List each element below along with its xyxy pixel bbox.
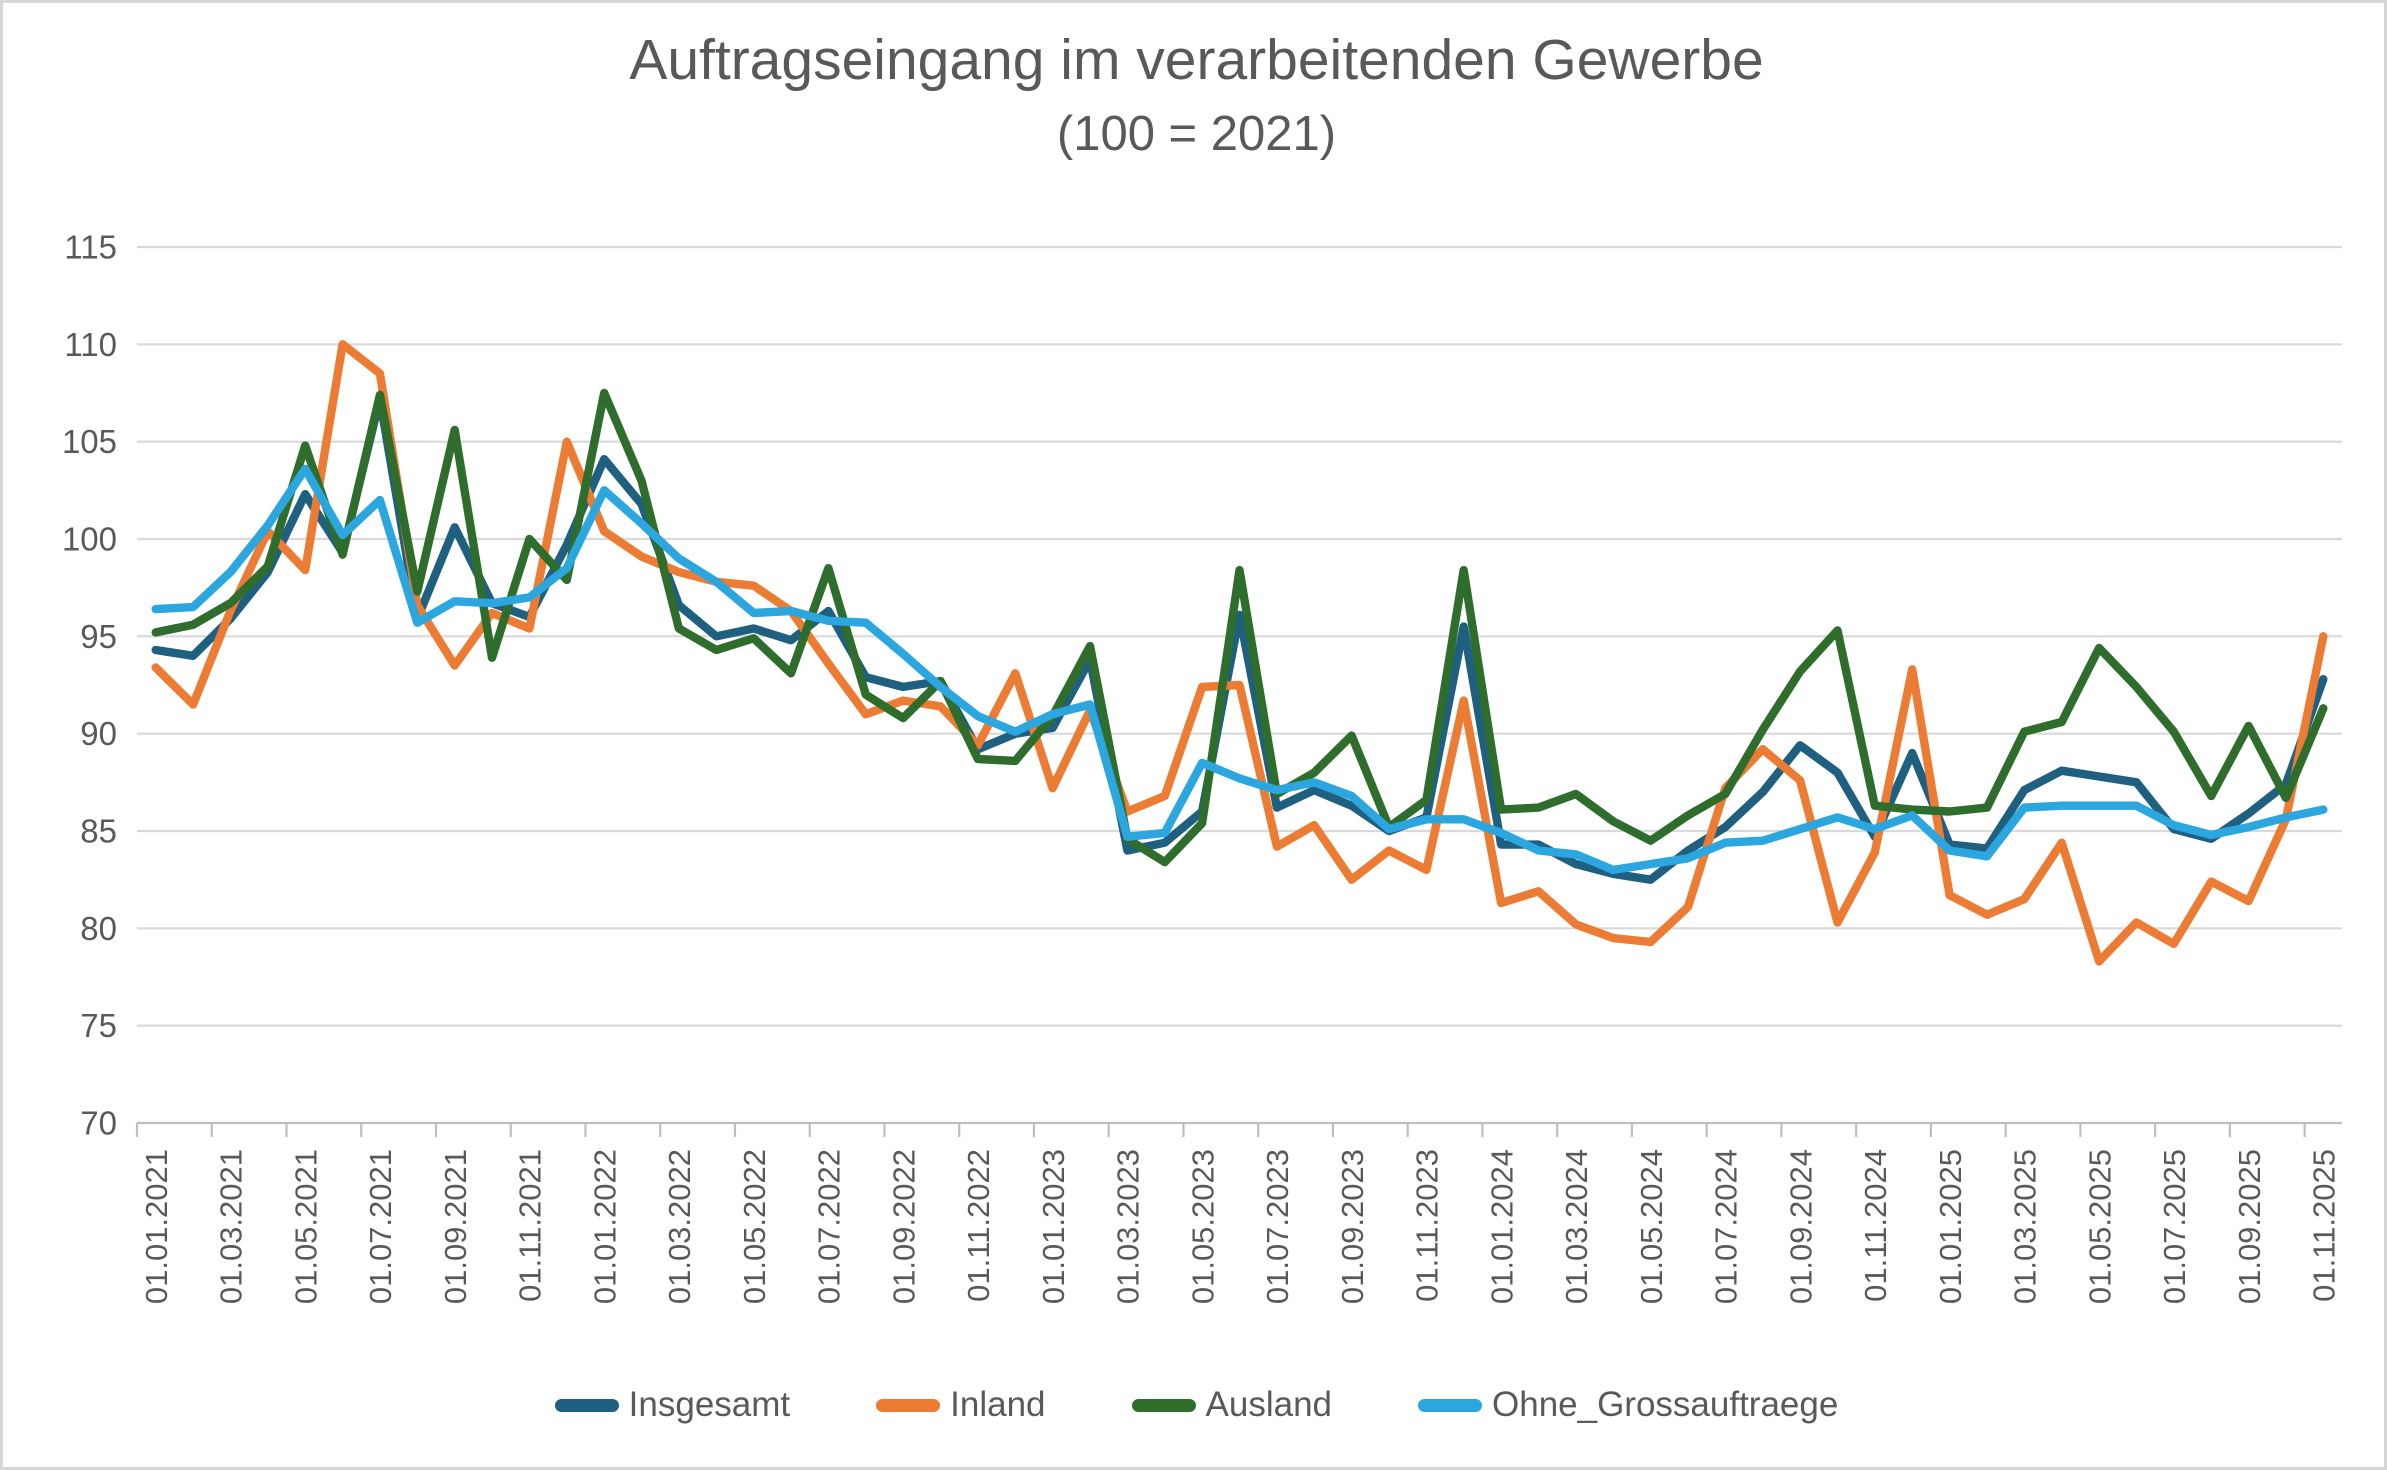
x-axis-tick-label: 01.11.2024	[1858, 1149, 1893, 1302]
legend-item-ohne-grossauftraege[interactable]: Ohne_Grossauftraege	[1418, 1385, 1838, 1425]
y-axis-tick-label: 70	[80, 1105, 117, 1142]
x-axis-tick-label: 01.11.2022	[961, 1149, 996, 1302]
legend-label-inland: Inland	[950, 1385, 1046, 1424]
y-axis-tick-label: 85	[80, 813, 117, 850]
x-axis-tick-label: 01.03.2022	[662, 1149, 697, 1304]
x-axis-tick-label: 01.05.2022	[737, 1149, 772, 1304]
y-axis-tick-label: 105	[62, 423, 117, 460]
x-axis-tick-label: 01.01.2024	[1484, 1149, 1519, 1304]
x-axis-tick-label: 01.05.2024	[1634, 1149, 1669, 1304]
x-axis-tick-label: 01.07.2025	[2157, 1149, 2192, 1304]
chart-subtitle: (100 = 2021)	[1056, 107, 1337, 162]
x-axis-tick-label: 01.01.2025	[1933, 1149, 1968, 1304]
x-axis-tick-label: 01.03.2021	[214, 1149, 249, 1304]
legend-marker-insgesamt	[554, 1398, 619, 1412]
series-line-ohne_grossauftraege	[151, 464, 2328, 875]
x-axis-tick-label: 01.01.2021	[139, 1149, 174, 1304]
legend-label-ohne-grossauftraege: Ohne_Grossauftraege	[1492, 1385, 1839, 1424]
x-axis-tick-label: 01.11.2025	[2307, 1149, 2342, 1302]
y-axis-tick-label: 100	[62, 521, 117, 558]
y-axis-tick-label: 110	[64, 326, 117, 363]
series-line-ausland	[151, 388, 2328, 867]
legend-item-insgesamt[interactable]: Insgesamt	[554, 1385, 791, 1425]
legend-marker-ohne-grossauftraege	[1418, 1398, 1482, 1412]
x-axis-tick-label: 01.11.2021	[513, 1149, 548, 1302]
series-line-inland	[151, 340, 2328, 966]
legend-marker-inland	[876, 1398, 941, 1412]
x-axis-tick-label: 01.07.2021	[363, 1149, 398, 1304]
y-axis-tick-label: 80	[80, 910, 117, 947]
legend-label-ausland: Ausland	[1205, 1385, 1332, 1424]
legend-marker-ausland	[1131, 1398, 1196, 1412]
chart-legend: Insgesamt Inland Ausland Ohne_Grossauftr…	[3, 1385, 2384, 1425]
y-axis-tick-label: 115	[64, 229, 117, 266]
y-axis-tick-label: 90	[80, 715, 117, 752]
x-axis-tick-label: 01.03.2023	[1111, 1149, 1146, 1304]
x-axis-tick-label: 01.07.2022	[812, 1149, 847, 1304]
y-axis-tick-label: 95	[80, 618, 117, 655]
line-chart-canvas: 70 75 80 85 90 95 100 105 110 115 01.01.2021 01.03.…	[62, 229, 2342, 1304]
x-axis-tick-label: 01.07.2024	[1709, 1149, 1744, 1304]
x-axis-tick-label: 01.01.2023	[1036, 1149, 1071, 1304]
legend-label-insgesamt: Insgesamt	[628, 1385, 791, 1424]
x-axis-tick-label: 01.01.2022	[587, 1149, 622, 1304]
x-axis-tick-label: 01.05.2023	[1185, 1149, 1220, 1304]
x-axis-tick-label: 01.05.2021	[288, 1149, 323, 1304]
legend-item-inland[interactable]: Inland	[876, 1385, 1046, 1425]
x-axis-tick-label: 01.09.2025	[2232, 1149, 2267, 1304]
x-axis-tick-label: 01.03.2025	[2008, 1149, 2043, 1304]
x-axis-tick-label: 01.07.2023	[1260, 1149, 1295, 1304]
x-axis-tick-label: 01.11.2023	[1410, 1149, 1445, 1302]
x-axis-tick-label: 01.09.2022	[886, 1149, 921, 1304]
series-line-insgesamt	[151, 394, 2328, 884]
legend-item-ausland[interactable]: Ausland	[1131, 1385, 1332, 1425]
x-axis-tick-label: 01.03.2024	[1559, 1149, 1594, 1304]
x-axis-tick-label: 01.05.2025	[2082, 1149, 2117, 1304]
chart-title: Auftragseingang im verarbeitenden Gewerb…	[629, 28, 1764, 92]
x-axis-tick-label: 01.09.2023	[1335, 1149, 1370, 1304]
x-axis-tick-label: 01.09.2021	[438, 1149, 473, 1304]
y-axis-tick-label: 75	[80, 1007, 117, 1044]
chart-title-block: Auftragseingang im verarbeitenden Gewerb…	[3, 25, 2384, 166]
x-axis-tick-label: 01.09.2024	[1783, 1149, 1818, 1304]
